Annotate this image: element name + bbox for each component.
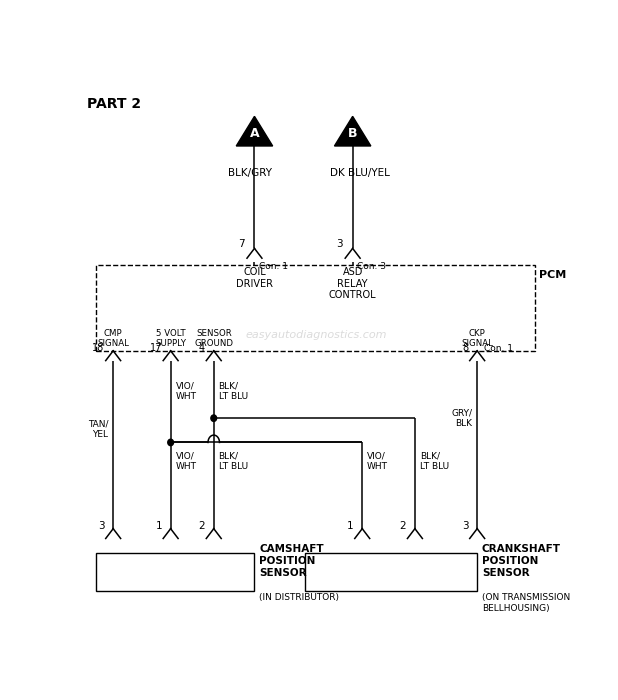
Text: easyautodiagnostics.com: easyautodiagnostics.com [246,330,387,340]
Text: 1: 1 [155,521,162,531]
Text: GRY/
BLK: GRY/ BLK [451,409,472,428]
Circle shape [211,415,217,421]
Text: BLK/GRY: BLK/GRY [227,167,272,178]
Text: BLK/
LT BLU: BLK/ LT BLU [219,382,248,401]
Text: VIO/
WHT: VIO/ WHT [176,452,197,471]
Text: 2: 2 [400,521,406,531]
Text: TAN/
YEL: TAN/ YEL [88,419,108,439]
Text: Con. 1: Con. 1 [260,262,288,271]
Text: ASD
RELAY
CONTROL: ASD RELAY CONTROL [329,267,376,300]
Text: 7: 7 [239,239,245,249]
Polygon shape [334,116,371,146]
Text: CMP
SIGNAL: CMP SIGNAL [97,329,129,348]
Bar [96,553,255,591]
Text: Con. 3: Con. 3 [357,262,386,271]
Text: 5 VOLT
SUPPLY: 5 VOLT SUPPLY [155,329,186,348]
Text: 2: 2 [198,521,205,531]
Text: CRANKSHAFT
POSITION
SENSOR: CRANKSHAFT POSITION SENSOR [482,545,561,578]
Text: 4: 4 [199,343,205,353]
Text: PART 2: PART 2 [87,97,141,111]
Text: 18: 18 [92,343,104,353]
Text: BLK/
LT BLU: BLK/ LT BLU [420,452,449,471]
Polygon shape [236,116,273,146]
Text: 3: 3 [462,521,468,531]
Text: (ON TRANSMISSION
BELLHOUSING): (ON TRANSMISSION BELLHOUSING) [482,594,570,612]
Text: 3: 3 [336,239,343,249]
Text: CAMSHAFT
POSITION
SENSOR: CAMSHAFT POSITION SENSOR [260,545,324,578]
Text: (IN DISTRIBUTOR): (IN DISTRIBUTOR) [260,594,339,603]
Text: 1: 1 [347,521,353,531]
Text: BLK/
LT BLU: BLK/ LT BLU [219,452,248,471]
Bar [305,553,477,591]
Text: B: B [348,127,357,140]
Text: VIO/
WHT: VIO/ WHT [367,452,388,471]
Text: VIO/
WHT: VIO/ WHT [176,382,197,401]
Circle shape [167,439,174,446]
Text: A: A [250,127,260,140]
Text: COIL
DRIVER: COIL DRIVER [236,267,273,289]
Text: 3: 3 [98,521,104,531]
Text: DK BLU/YEL: DK BLU/YEL [330,167,390,178]
Text: Con. 1: Con. 1 [485,344,514,353]
Text: 8: 8 [462,343,468,353]
Text: SENSOR
GROUND: SENSOR GROUND [194,329,233,348]
Text: 17: 17 [150,343,162,353]
Text: CKP
SIGNAL: CKP SIGNAL [461,329,493,348]
Text: PCM: PCM [540,270,567,280]
